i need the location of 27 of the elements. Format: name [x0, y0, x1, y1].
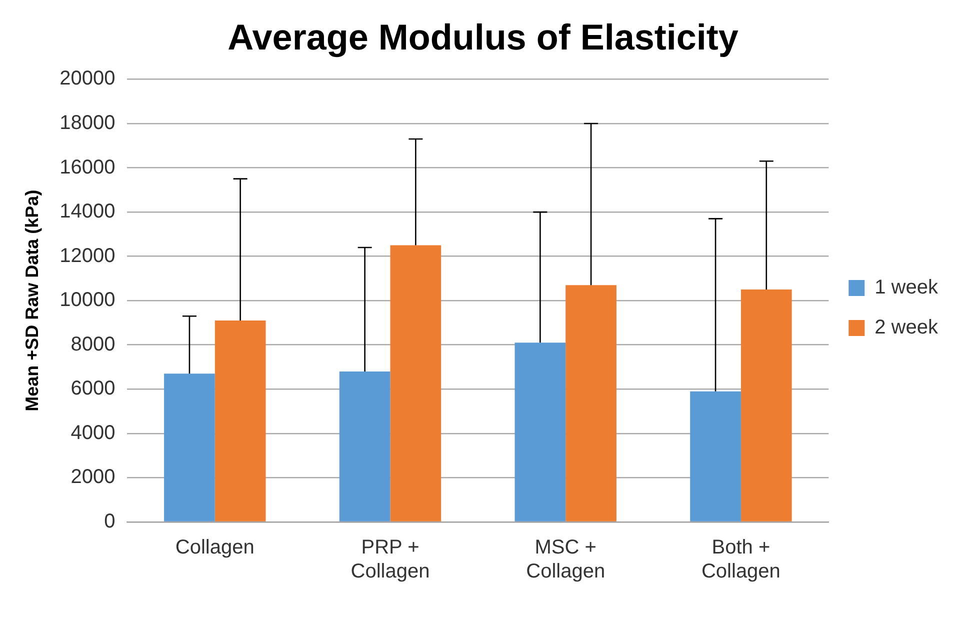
y-tick-label: 18000: [60, 112, 116, 134]
bar: [740, 290, 792, 522]
y-axis-title: Mean +SD Raw Data (kPa): [22, 190, 42, 412]
y-tick-label: 6000: [70, 378, 116, 400]
x-tick-label: Both + Collagen: [701, 536, 780, 583]
legend-label: 2 week: [874, 316, 939, 339]
y-tick-label: 14000: [60, 200, 116, 223]
y-tick-label: 4000: [70, 422, 116, 444]
y-tick-label: 2000: [70, 466, 116, 488]
chart-title: Average Modulus of Elasticity: [228, 16, 738, 58]
y-tick-label: 10000: [60, 289, 116, 312]
bar: [690, 391, 741, 522]
y-tick-label: 8000: [70, 333, 116, 356]
y-tick-label: 20000: [60, 68, 116, 90]
x-tick-label: Collagen: [175, 536, 254, 559]
y-tick-label: 16000: [60, 156, 116, 178]
x-tick-label: MSC + Collagen: [526, 536, 606, 583]
legend-label: 1 week: [874, 276, 939, 299]
bar: [214, 320, 266, 522]
bar: [164, 374, 215, 522]
bar: [339, 371, 390, 522]
y-tick-label: 0: [104, 510, 116, 533]
x-tick-label: PRP + Collagen: [350, 536, 430, 583]
bar: [514, 342, 566, 522]
bar: [566, 285, 616, 522]
y-tick-label: 12000: [60, 244, 116, 267]
bar: [390, 245, 442, 522]
